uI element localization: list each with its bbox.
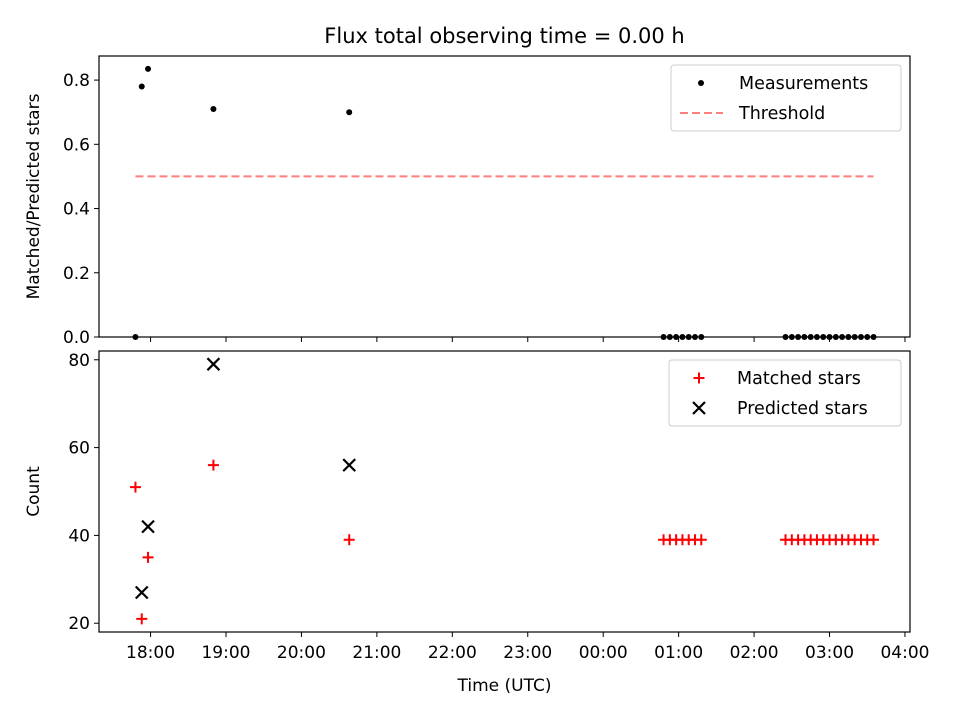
data-point: [134, 585, 149, 600]
legend-marker: [692, 401, 706, 415]
data-point: [138, 83, 145, 90]
data-point: [820, 334, 827, 340]
x-tick-label: 02:00: [730, 643, 779, 663]
data-point: [857, 334, 864, 340]
y-tick-label: 40: [68, 526, 90, 546]
data-point: [801, 334, 808, 340]
data-point: [839, 334, 846, 340]
y-tick-label: 0.2: [63, 264, 90, 284]
data-point: [207, 459, 219, 471]
x-tick-label: 19:00: [201, 643, 250, 663]
legend-box: [668, 359, 902, 427]
data-point: [141, 519, 155, 534]
data-point: [868, 534, 880, 546]
series-measurements: [132, 65, 877, 340]
legend-marker: [698, 80, 704, 86]
legend-label: Matched stars: [737, 369, 861, 389]
x-tick-label: 00:00: [579, 643, 628, 663]
y-tick-label: 0.0: [63, 328, 90, 348]
panel-2: 20 40 60 80 18:00 19:00 20:00 21:00 22:00 23:00 00…: [24, 350, 929, 696]
data-point: [698, 334, 705, 340]
x-tick-label: 22:00: [428, 643, 477, 663]
x-tick-label: 20:00: [277, 643, 326, 663]
y-tick-label: 0.6: [63, 135, 90, 155]
data-point: [691, 334, 698, 340]
data-point: [129, 481, 141, 493]
x-tick-label: 01:00: [654, 643, 703, 663]
data-point: [679, 334, 686, 340]
series-predicted-stars: [134, 357, 356, 600]
legend-label: Threshold: [738, 104, 825, 124]
data-point: [142, 551, 154, 563]
data-point: [673, 334, 680, 340]
axes-frame: [98, 55, 911, 338]
chart-root: 0.0 0.2 0.4 0.6 0.8 Matched/Predicted stars Fl…: [24, 24, 929, 696]
data-point: [813, 334, 820, 340]
data-point: [206, 357, 221, 371]
data-point: [660, 334, 667, 340]
data-point: [666, 334, 673, 340]
legend-label: Predicted stars: [737, 399, 868, 419]
data-point: [210, 105, 217, 112]
data-point: [342, 458, 356, 472]
y-axis-label: Matched/Predicted stars: [24, 93, 44, 299]
data-point: [782, 334, 789, 340]
data-point: [343, 534, 355, 546]
x-tick-label: 23:00: [503, 643, 552, 663]
legend-box: [670, 64, 902, 132]
data-point: [864, 334, 871, 340]
x-tick-label: 18:00: [126, 643, 175, 663]
legend: Measurements Threshold: [670, 64, 902, 132]
data-point: [132, 334, 139, 340]
data-point: [136, 613, 148, 625]
y-tick-label: 0.4: [63, 200, 90, 220]
data-point: [807, 334, 814, 340]
panel-1: 0.0 0.2 0.4 0.6 0.8 Matched/Predicted stars Fl…: [24, 24, 911, 348]
data-point: [695, 534, 707, 546]
data-point: [346, 109, 353, 116]
data-point: [832, 334, 839, 340]
y-tick-label: 80: [68, 351, 90, 371]
data-point: [845, 334, 852, 340]
data-point: [851, 334, 858, 340]
y-tick-label: 20: [68, 614, 90, 634]
data-point: [788, 334, 795, 340]
legend-marker: [693, 372, 705, 384]
y-tick-label: 60: [68, 439, 90, 459]
y-axis-label: Count: [24, 466, 44, 517]
x-tick-label: 21:00: [352, 643, 401, 663]
series-matched-stars: [129, 459, 880, 625]
x-tick-label: 04:00: [880, 643, 929, 663]
data-point: [795, 334, 802, 340]
chart-title: Flux total observing time = 0.00 h: [324, 24, 684, 48]
legend-label: Measurements: [739, 74, 868, 94]
data-point: [870, 334, 877, 340]
y-tick-label: 0.8: [63, 71, 90, 91]
data-point: [145, 65, 152, 72]
data-point: [685, 334, 692, 340]
legend: Matched stars Predicted stars: [668, 359, 902, 427]
axes-frame: [98, 350, 911, 633]
x-axis-label: Time (UTC): [457, 676, 552, 696]
data-point: [826, 334, 833, 340]
x-tick-label: 03:00: [805, 643, 854, 663]
